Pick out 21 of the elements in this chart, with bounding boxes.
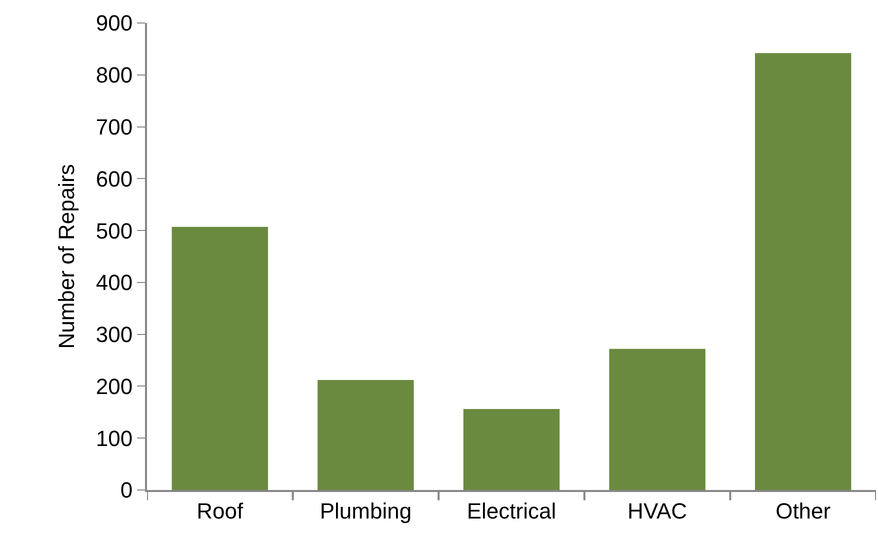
y-tick-label: 200 [96, 374, 133, 399]
x-tick-label: Electrical [466, 498, 556, 524]
y-tick-label: 900 [96, 10, 133, 36]
y-tick-label: 500 [96, 218, 133, 244]
x-tick-label: Other [776, 498, 831, 524]
y-tick-label: 400 [96, 270, 133, 296]
x-tick-label: HVAC [628, 498, 688, 524]
bar [609, 348, 706, 490]
y-tick-label: 0 [120, 478, 133, 503]
x-tick-label: Roof [196, 498, 244, 524]
y-tick-label: 800 [96, 62, 133, 88]
y-tick-label: 300 [96, 322, 133, 348]
bar [318, 380, 414, 490]
bar [463, 409, 560, 490]
y-axis-title: Number of Repairs [54, 164, 80, 349]
y-tick-label: 100 [96, 426, 133, 451]
y-tick-label: 600 [96, 166, 133, 192]
bar [754, 53, 852, 490]
y-tick-label: 700 [96, 114, 133, 140]
bar [172, 226, 268, 490]
x-tick-label: Plumbing [320, 498, 412, 524]
